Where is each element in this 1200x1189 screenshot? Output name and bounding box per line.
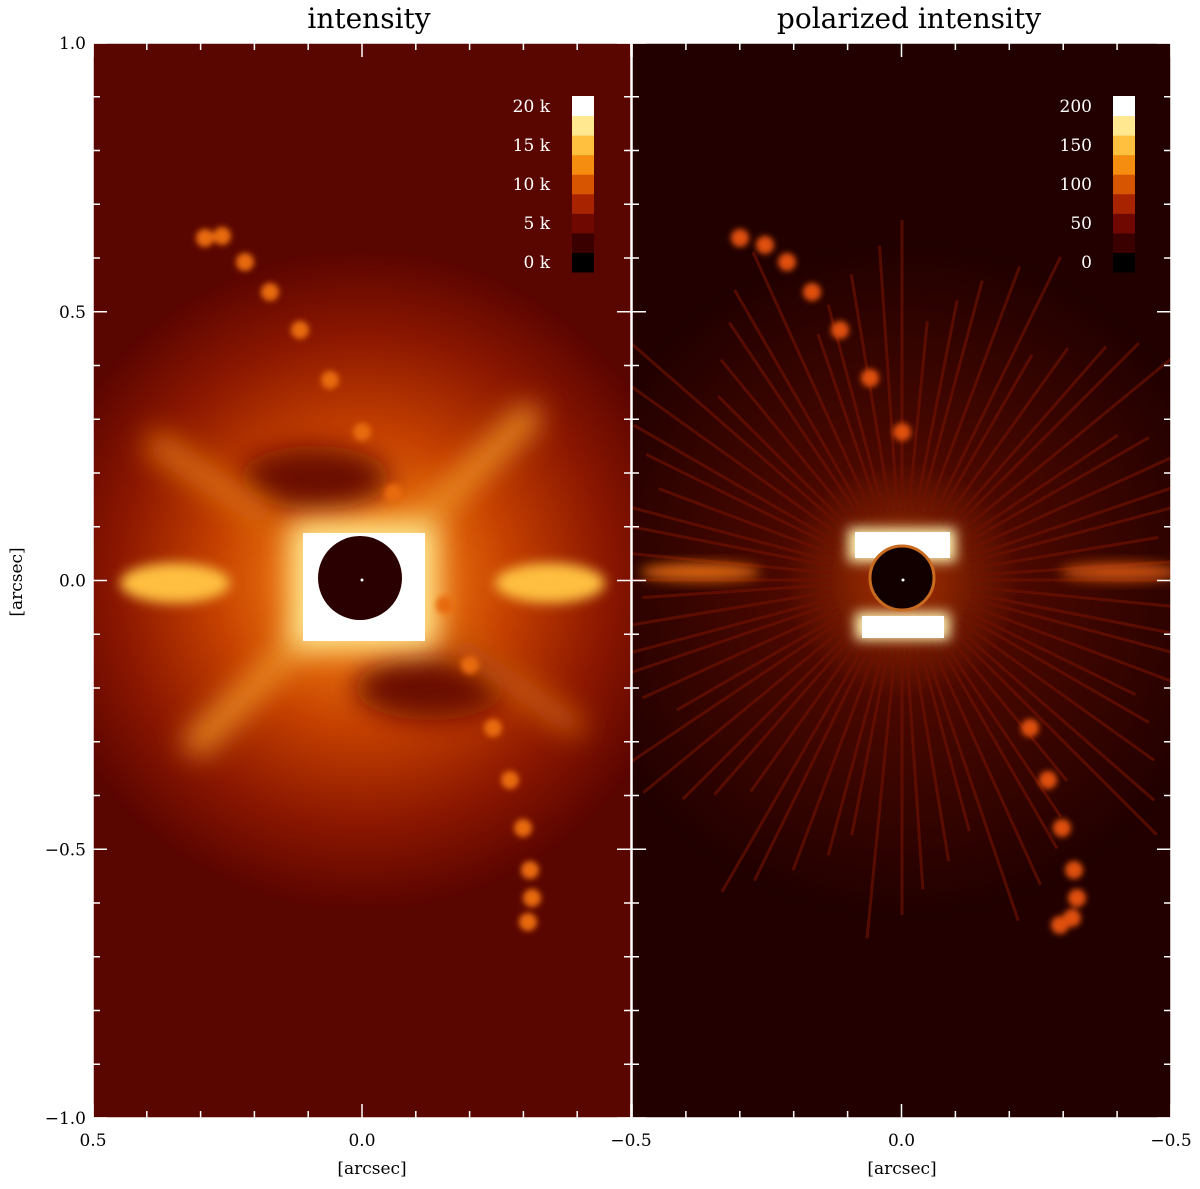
colorbar-segment [1113, 96, 1135, 117]
colorbar-segment [572, 193, 594, 214]
colorbar-label: 15 k [513, 136, 551, 156]
colorbar-label: 50 [1070, 214, 1092, 234]
y-tick-label: −0.5 [45, 840, 86, 860]
polarized-intensity-image [632, 43, 1171, 1118]
y-tick-labels: 1.0 0.5 0.0 −0.5 −1.0 [45, 34, 86, 1129]
x-tick-label: −0.5 [1150, 1131, 1191, 1151]
colorbar-segment [1113, 135, 1135, 156]
colorbar-label: 0 k [523, 253, 550, 273]
colorbar-label: 20 k [513, 97, 551, 117]
colorbar-segment [572, 213, 594, 234]
colorbar-segment [572, 135, 594, 156]
colorbar-segment [572, 252, 594, 273]
colorbar-segment [1113, 174, 1135, 195]
colorbar-segment [1113, 154, 1135, 175]
colorbar-segment [1113, 252, 1135, 273]
intensity-image [93, 43, 631, 1118]
y-axis-label: [arcsec] [7, 547, 27, 616]
colorbar-segment [1113, 213, 1135, 234]
colorbar-segment [1113, 115, 1135, 136]
axis-ticks [92, 42, 1172, 1119]
x-tick-label: −0.5 [610, 1131, 651, 1151]
colorbar-label: 150 [1060, 136, 1092, 156]
intensity-x-axis-label: [arcsec] [337, 1159, 406, 1179]
colorbar-segment [572, 232, 594, 253]
polarized-intensity-title: polarized intensity [777, 2, 1041, 35]
colorbar-segment [572, 154, 594, 175]
colorbar-segment [1113, 193, 1135, 214]
x-tick-labels: 0.5 0.0 −0.5 0.0 −0.5 [79, 1131, 1191, 1151]
polarized-intensity-colorbar: 200 150 100 50 0 [1060, 96, 1135, 273]
colorbar-label: 200 [1060, 97, 1092, 117]
colorbar-label: 5 k [523, 214, 550, 234]
polarized-intensity-x-axis-label: [arcsec] [867, 1159, 936, 1179]
y-tick-label: 0.5 [59, 303, 86, 323]
y-tick-label: 0.0 [59, 572, 86, 592]
x-tick-label: 0.5 [79, 1131, 106, 1151]
colorbar-segment [572, 174, 594, 195]
x-tick-label: 0.0 [888, 1131, 915, 1151]
colorbar-label: 10 k [513, 175, 551, 195]
intensity-colorbar: 20 k 15 k 10 k 5 k 0 k [513, 96, 594, 273]
colorbar-segment [572, 115, 594, 136]
y-tick-label: −1.0 [45, 1109, 86, 1129]
colorbar-label: 0 [1081, 253, 1092, 273]
colorbar-segment [1113, 232, 1135, 253]
y-tick-label: 1.0 [59, 34, 86, 54]
colorbar-segment [572, 96, 594, 117]
colorbar-label: 100 [1060, 175, 1092, 195]
x-tick-label: 0.0 [348, 1131, 375, 1151]
intensity-title: intensity [307, 2, 430, 35]
